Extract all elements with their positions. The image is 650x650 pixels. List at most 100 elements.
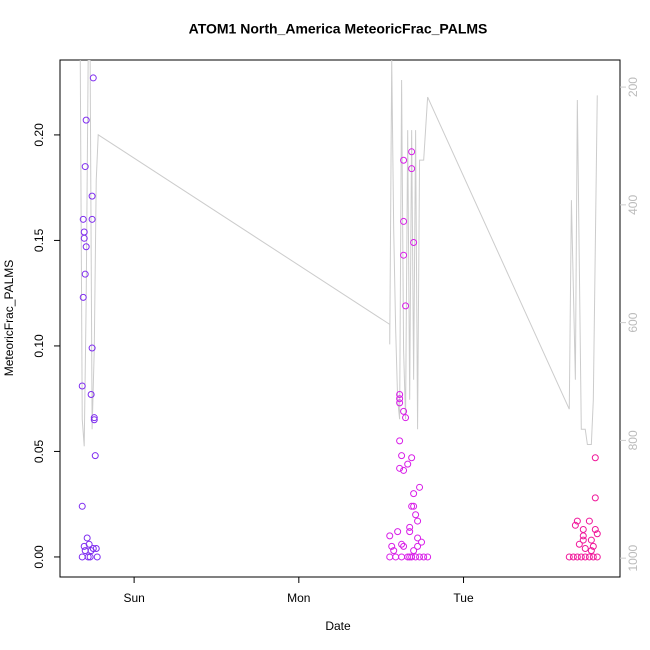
point	[398, 540, 406, 548]
point	[569, 553, 577, 561]
point	[410, 239, 418, 247]
point	[396, 464, 404, 472]
point	[386, 532, 394, 540]
point	[392, 553, 400, 561]
point	[90, 414, 98, 422]
point	[398, 553, 406, 561]
point	[575, 540, 583, 548]
x-tick-label: Sun	[123, 591, 144, 605]
point	[416, 483, 424, 491]
x-axis-label: Date	[325, 619, 351, 633]
point	[88, 192, 96, 200]
point	[400, 217, 408, 225]
point	[573, 553, 581, 561]
point	[400, 407, 408, 415]
point	[400, 542, 408, 550]
point	[585, 553, 593, 561]
point	[565, 553, 573, 561]
y2-tick-label: 600	[626, 312, 640, 332]
y-tick-label: 0.15	[32, 228, 46, 252]
point	[412, 511, 420, 519]
point	[89, 74, 97, 82]
point	[410, 547, 418, 555]
point	[78, 553, 86, 561]
point	[420, 553, 428, 561]
point	[408, 148, 416, 156]
point	[388, 542, 396, 550]
point	[587, 547, 595, 555]
point	[85, 540, 93, 548]
point	[81, 270, 89, 278]
point	[78, 502, 86, 510]
point	[78, 382, 86, 390]
line	[79, 60, 598, 447]
point	[408, 165, 416, 173]
y-tick-label: 0.00	[32, 545, 46, 569]
point	[398, 452, 406, 460]
point	[577, 553, 585, 561]
point	[410, 490, 418, 498]
point	[83, 534, 91, 542]
point	[81, 163, 89, 171]
point	[396, 399, 404, 407]
point	[591, 526, 599, 534]
point	[579, 532, 587, 540]
point	[402, 414, 410, 422]
y2-tick-label: 800	[626, 430, 640, 450]
point	[408, 454, 416, 462]
point	[589, 542, 597, 550]
y-tick-label: 0.20	[32, 123, 46, 147]
point	[82, 116, 90, 124]
point	[416, 553, 424, 561]
point	[82, 243, 90, 251]
point	[89, 545, 97, 553]
point	[418, 538, 426, 546]
chart-title: ATOM1 North_America MeteoricFrac_PALMS	[189, 21, 488, 37]
y-tick-label: 0.10	[32, 334, 46, 358]
point	[587, 536, 595, 544]
point	[591, 454, 599, 462]
plot-box	[59, 59, 621, 578]
point	[410, 502, 418, 510]
point	[585, 517, 593, 525]
point	[80, 228, 88, 236]
point	[79, 215, 87, 223]
y-axis-label: MeteoricFrac_PALMS	[2, 260, 16, 376]
point	[93, 553, 101, 561]
point	[573, 517, 581, 525]
y2-tick-label: 200	[626, 77, 640, 97]
y-tick-label: 0.05	[32, 439, 46, 463]
point	[81, 547, 89, 555]
point	[581, 553, 589, 561]
point	[396, 390, 404, 398]
point	[92, 545, 100, 553]
point	[394, 528, 402, 536]
point	[406, 523, 414, 531]
point	[88, 215, 96, 223]
point	[86, 553, 94, 561]
point	[390, 547, 398, 555]
point	[400, 251, 408, 259]
point	[414, 534, 422, 542]
point	[396, 395, 404, 403]
y2-tick-label: 400	[626, 195, 640, 215]
point	[396, 437, 404, 445]
point	[91, 452, 99, 460]
point	[406, 528, 414, 536]
point	[589, 553, 597, 561]
point	[87, 390, 95, 398]
point	[414, 517, 422, 525]
point	[84, 553, 92, 561]
point	[79, 293, 87, 301]
point	[406, 553, 414, 561]
point	[591, 494, 599, 502]
point	[571, 521, 579, 529]
point	[579, 526, 587, 534]
point	[408, 553, 416, 561]
point	[593, 530, 601, 538]
point	[593, 553, 601, 561]
x-tick-label: Mon	[287, 591, 310, 605]
y2-tick-label: 1000	[626, 544, 640, 571]
